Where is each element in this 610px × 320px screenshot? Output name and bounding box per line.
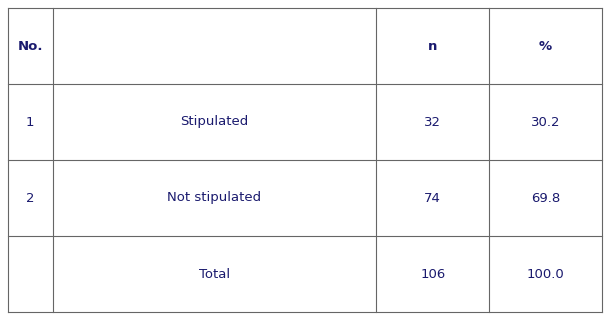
Text: No.: No.	[18, 39, 43, 52]
Text: 69.8: 69.8	[531, 191, 560, 204]
Text: 106: 106	[420, 268, 445, 281]
Text: n: n	[428, 39, 437, 52]
Text: Stipulated: Stipulated	[181, 116, 248, 129]
Text: %: %	[539, 39, 552, 52]
Text: 74: 74	[425, 191, 441, 204]
Text: 32: 32	[424, 116, 441, 129]
Text: 100.0: 100.0	[526, 268, 564, 281]
Text: Not stipulated: Not stipulated	[167, 191, 262, 204]
Text: 2: 2	[26, 191, 35, 204]
Text: 30.2: 30.2	[531, 116, 561, 129]
Text: 1: 1	[26, 116, 35, 129]
Text: Total: Total	[199, 268, 230, 281]
